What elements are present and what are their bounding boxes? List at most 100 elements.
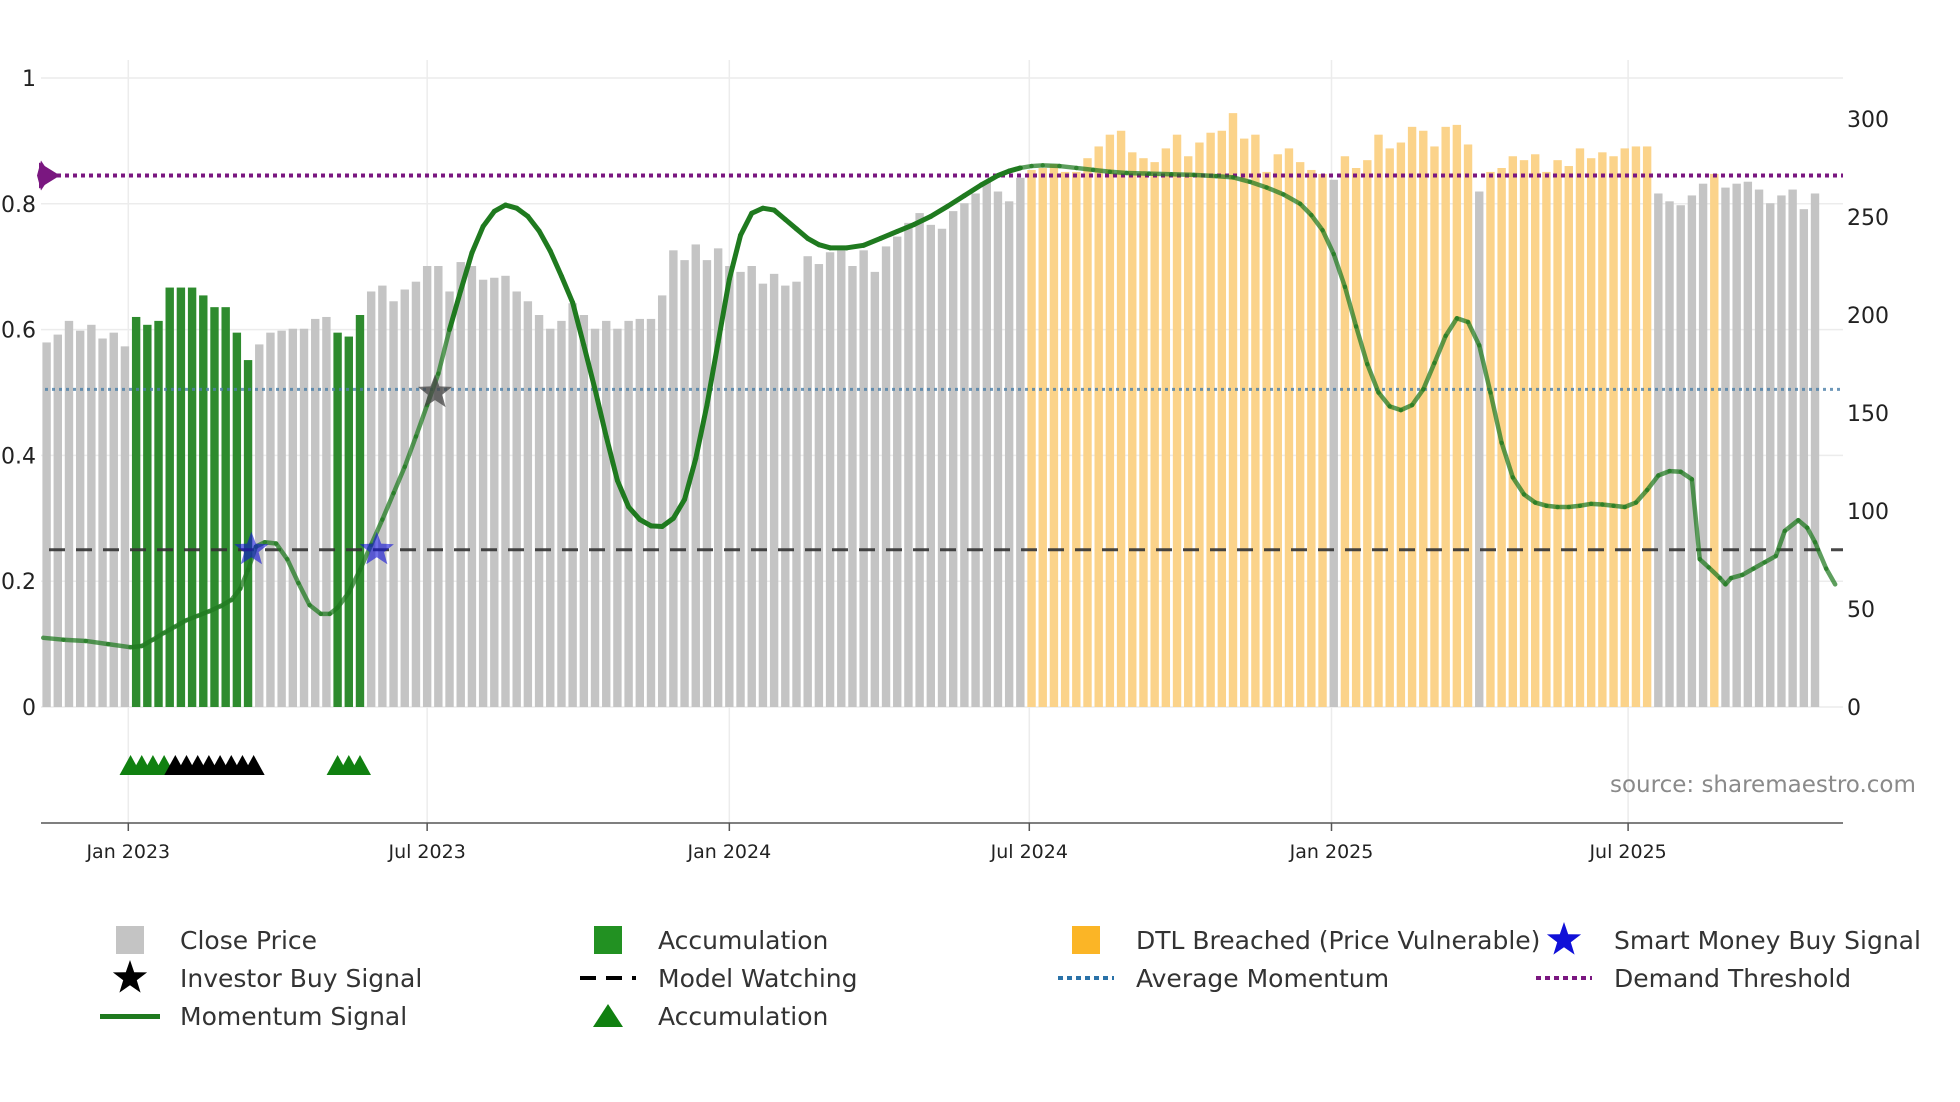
- dtl-bar: [1351, 168, 1361, 707]
- close-price-bar: [646, 318, 656, 707]
- close-price-bar: [378, 285, 387, 707]
- legend-demand-threshold: Demand Threshold: [1524, 960, 1851, 996]
- dtl-bar: [1486, 171, 1495, 708]
- momentum-segment: [1812, 539, 1829, 571]
- close-price-bar: [534, 315, 544, 707]
- accumulation-bar: [131, 316, 141, 707]
- legend-model-watching-label: Model Watching: [658, 963, 858, 993]
- momentum-segment: [1633, 487, 1650, 505]
- close-price-bar: [1475, 191, 1484, 707]
- close-price-bar: [1676, 205, 1685, 708]
- right-tick-label: 200: [1847, 304, 1889, 329]
- dtl-bar: [1072, 171, 1081, 708]
- close-price-bar: [42, 342, 51, 707]
- momentum-segment: [581, 342, 598, 392]
- momentum-segment: [1107, 169, 1129, 176]
- momentum-segment: [536, 228, 553, 254]
- close-price-bar: [1698, 183, 1708, 707]
- momentum-segment: [682, 456, 699, 502]
- close-price-bar: [915, 213, 924, 707]
- dtl-bar: [1609, 156, 1618, 708]
- dtl-bar: [1083, 158, 1092, 707]
- left-tick-label: 0: [22, 696, 36, 721]
- dtl-bar: [1105, 134, 1115, 707]
- dtl-bar: [1161, 148, 1171, 707]
- close-price-bar: [1777, 195, 1786, 707]
- close-price-bar: [288, 328, 298, 707]
- x-tick-label: Jan 2024: [686, 841, 771, 863]
- close-price-bar: [490, 277, 499, 707]
- momentum-segment: [1297, 201, 1314, 218]
- legend-investor-buy: Investor Buy Signal: [90, 960, 422, 996]
- momentum-segment: [458, 250, 475, 294]
- momentum-segment: [284, 556, 301, 586]
- momentum-segment: [525, 213, 542, 234]
- momentum-segment: [1409, 387, 1426, 408]
- close-price-bar: [1016, 177, 1025, 708]
- close-price-bar: [870, 271, 880, 707]
- momentum-line-group: [40, 163, 1838, 650]
- dtl-bar: [1307, 169, 1316, 707]
- momentum-segment: [1376, 390, 1392, 409]
- close-price-bar: [948, 211, 958, 707]
- close-price-bar: [389, 301, 398, 707]
- orange-square-icon: [1046, 922, 1126, 958]
- close-price-bar: [814, 264, 824, 707]
- dtl-bar: [1240, 138, 1249, 708]
- legend-model-watching: Model Watching: [568, 960, 858, 996]
- close-price-bar: [904, 222, 913, 707]
- momentum-segment: [83, 638, 111, 647]
- dtl-bar: [1049, 164, 1059, 707]
- momentum-segment: [1432, 333, 1448, 366]
- momentum-segment: [1706, 565, 1723, 581]
- close-price-bar: [624, 320, 633, 707]
- close-price-bar: [881, 246, 891, 707]
- accumulation-bar: [344, 336, 353, 707]
- close-price-bar: [792, 281, 801, 707]
- momentum-segment: [861, 235, 883, 248]
- close-price-bar: [758, 283, 768, 707]
- x-tick-label: Jul 2025: [1588, 841, 1666, 863]
- close-price-bar: [1004, 201, 1014, 707]
- green-line-icon: [90, 998, 170, 1034]
- momentum-segment: [469, 223, 486, 256]
- momentum-segment: [1353, 324, 1370, 367]
- accumulation-bar: [143, 324, 152, 707]
- momentum-segment: [894, 222, 917, 234]
- right-tick-label: 50: [1847, 598, 1875, 623]
- momentum-segment: [402, 434, 419, 469]
- momentum-segment: [1644, 473, 1661, 493]
- price-bars: [42, 113, 1820, 708]
- legend-momentum-label: Momentum Signal: [180, 1001, 408, 1031]
- dtl-bar: [1273, 154, 1282, 707]
- dtl-bar: [1586, 158, 1596, 707]
- momentum-segment: [346, 567, 363, 595]
- legend-accumulation-bar: Accumulation: [568, 922, 828, 958]
- momentum-segment: [1191, 172, 1219, 179]
- momentum-segment: [592, 386, 609, 440]
- dtl-bar: [1184, 156, 1193, 708]
- dtl-bar: [1575, 148, 1585, 707]
- close-price-bar: [635, 318, 644, 707]
- close-price-bar: [1329, 179, 1338, 707]
- close-price-bar: [926, 224, 936, 707]
- momentum-segment: [237, 567, 251, 591]
- dotted-blue-line-icon: [1046, 960, 1126, 996]
- close-price-bar: [937, 228, 947, 707]
- signal-markers: [119, 374, 453, 775]
- dtl-bar: [1598, 152, 1607, 707]
- momentum-segment: [1689, 477, 1702, 562]
- dtl-bar: [1284, 148, 1294, 707]
- accumulation-bar: [221, 307, 230, 707]
- close-price-bar: [98, 338, 107, 707]
- momentum-segment: [928, 203, 951, 219]
- momentum-segment: [1782, 517, 1801, 534]
- close-price-bar: [53, 334, 62, 707]
- close-price-bar: [400, 289, 409, 707]
- momentum-segment: [1521, 492, 1538, 505]
- dtl-bar: [1452, 124, 1462, 707]
- momentum-segment: [1264, 185, 1286, 197]
- close-price-bar: [982, 181, 991, 708]
- close-price-bar: [1665, 201, 1674, 707]
- close-price-bar: [1721, 187, 1730, 708]
